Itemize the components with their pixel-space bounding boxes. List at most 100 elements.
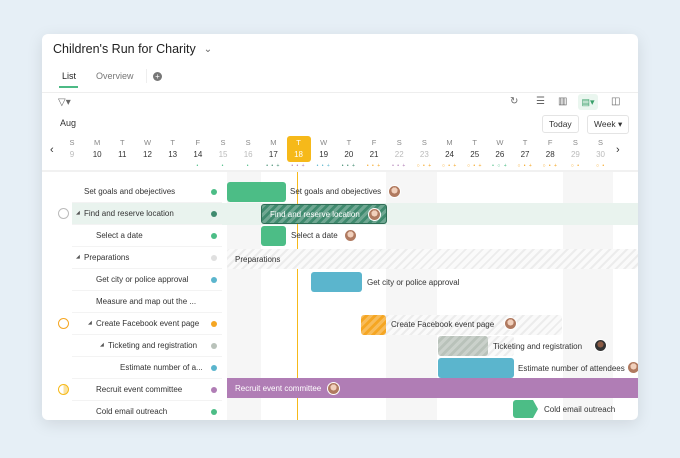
- task-name[interactable]: Recruit event committee: [96, 385, 183, 394]
- task-color-dot: [211, 365, 217, 371]
- day-task-dots: ○ • +: [441, 163, 458, 169]
- task-name[interactable]: Estimate number of a...: [120, 363, 203, 372]
- day-number[interactable]: 15: [218, 150, 228, 159]
- task-name[interactable]: Measure and map out the ...: [96, 297, 197, 306]
- next-button[interactable]: ›: [616, 144, 624, 156]
- project-title[interactable]: Children's Run for Charity: [53, 42, 196, 56]
- divider: [146, 69, 147, 83]
- expand-caret-icon[interactable]: ◢: [76, 210, 80, 216]
- filter-icon[interactable]: ▽▾: [58, 97, 71, 108]
- task-name[interactable]: Preparations: [84, 253, 130, 262]
- day-number[interactable]: 10: [92, 150, 102, 159]
- tab-list[interactable]: List: [62, 71, 77, 81]
- refresh-icon[interactable]: ↻: [510, 96, 519, 107]
- day-of-week: S: [396, 138, 402, 147]
- day-number[interactable]: 27: [520, 150, 530, 159]
- status-circle-icon[interactable]: [58, 208, 69, 219]
- task-color-dot: [211, 321, 217, 327]
- task-color-dot: [211, 409, 217, 415]
- progress-circle-icon[interactable]: [58, 318, 69, 329]
- project-title-row: Children's Run for Charity ⌄: [53, 42, 212, 56]
- day-of-week: W: [143, 138, 152, 147]
- day-number[interactable]: 17: [268, 150, 278, 159]
- day-number[interactable]: 21: [369, 150, 379, 159]
- gantt-bar[interactable]: [513, 400, 538, 418]
- day-of-week: M: [270, 138, 277, 147]
- side-panel-icon[interactable]: ◫: [611, 96, 621, 107]
- day-number[interactable]: 22: [394, 150, 404, 159]
- gantt-bar[interactable]: [311, 272, 362, 292]
- bar-label: Select a date: [291, 231, 338, 240]
- gantt-bar[interactable]: Find and reserve location: [261, 204, 387, 224]
- task-name[interactable]: Get city or police approval: [96, 275, 189, 284]
- list-icon[interactable]: ☰: [536, 96, 545, 107]
- day-number[interactable]: 24: [445, 150, 454, 159]
- day-of-week: S: [220, 138, 226, 147]
- day-number[interactable]: 9: [69, 150, 75, 159]
- expand-caret-icon[interactable]: ◢: [100, 342, 104, 348]
- row-divider: [72, 224, 222, 225]
- day-number[interactable]: 18: [294, 150, 303, 159]
- day-task-dots: • • +: [266, 163, 281, 169]
- view-select[interactable]: Week ▾: [587, 115, 630, 134]
- gantt-bar[interactable]: Recruit event committee: [227, 378, 638, 398]
- day-of-week: S: [245, 138, 251, 147]
- task-color-dot: [211, 189, 217, 195]
- task-color-dot: [211, 277, 217, 283]
- prev-button[interactable]: ‹: [50, 144, 58, 156]
- day-number[interactable]: 20: [344, 150, 354, 159]
- task-name[interactable]: Find and reserve location: [84, 209, 174, 218]
- board-icon[interactable]: ▥: [558, 96, 568, 107]
- chevron-down-icon[interactable]: ⌄: [203, 43, 213, 55]
- row-divider: [72, 334, 222, 335]
- tab-overview[interactable]: Overview: [96, 71, 134, 81]
- gantt-bar[interactable]: [361, 315, 386, 335]
- day-task-dots: •: [246, 163, 250, 169]
- day-of-week: S: [69, 138, 75, 147]
- row-divider: [72, 202, 222, 203]
- progress-circle-icon[interactable]: [58, 384, 69, 395]
- avatar: [367, 207, 381, 221]
- row-divider: [72, 312, 222, 313]
- bar-label: Create Facebook event page: [391, 320, 495, 329]
- task-name[interactable]: Cold email outreach: [96, 407, 168, 416]
- gantt-bar[interactable]: [438, 358, 514, 378]
- day-number[interactable]: 26: [495, 150, 505, 159]
- row-divider: [72, 378, 222, 379]
- day-of-week: F: [195, 138, 201, 147]
- day-number[interactable]: 19: [319, 150, 329, 159]
- gantt-view-icon[interactable]: ▤▾: [578, 94, 598, 110]
- day-number[interactable]: 30: [596, 150, 606, 159]
- task-color-dot: [211, 387, 217, 393]
- expand-caret-icon[interactable]: ◢: [88, 320, 92, 326]
- today-button[interactable]: Today: [542, 115, 579, 133]
- active-tab-indicator: [59, 86, 78, 88]
- gantt-summary-bar[interactable]: Preparations: [227, 249, 638, 269]
- day-of-week: F: [547, 138, 553, 147]
- expand-caret-icon[interactable]: ◢: [76, 254, 80, 260]
- day-number[interactable]: 25: [470, 150, 480, 159]
- task-name[interactable]: Select a date: [96, 231, 143, 240]
- task-name[interactable]: Ticketing and registration: [108, 341, 198, 350]
- day-number[interactable]: 16: [243, 150, 253, 159]
- day-number[interactable]: 12: [143, 150, 152, 159]
- gantt-bar[interactable]: [227, 182, 286, 202]
- day-task-dots: • • +: [341, 163, 356, 169]
- day-task-dots: • • +: [392, 163, 407, 169]
- add-tab-icon[interactable]: +: [153, 72, 162, 81]
- prev-icon: ‹: [50, 144, 54, 156]
- task-name[interactable]: Create Facebook event page: [96, 319, 200, 328]
- task-name[interactable]: Set goals and obejectives: [84, 187, 176, 196]
- day-number[interactable]: 13: [168, 150, 178, 159]
- day-number[interactable]: 11: [118, 150, 127, 159]
- gantt-bar[interactable]: [261, 226, 286, 246]
- day-number[interactable]: 29: [570, 150, 580, 159]
- day-number[interactable]: 23: [419, 150, 429, 159]
- today-line: [297, 172, 298, 420]
- day-task-dots: ○ • +: [466, 163, 483, 169]
- day-of-week: T: [472, 138, 478, 147]
- day-number[interactable]: 28: [545, 150, 555, 159]
- day-number[interactable]: 14: [193, 150, 203, 159]
- day-task-dots: ○ • +: [416, 163, 433, 169]
- gantt-bar[interactable]: [438, 336, 488, 356]
